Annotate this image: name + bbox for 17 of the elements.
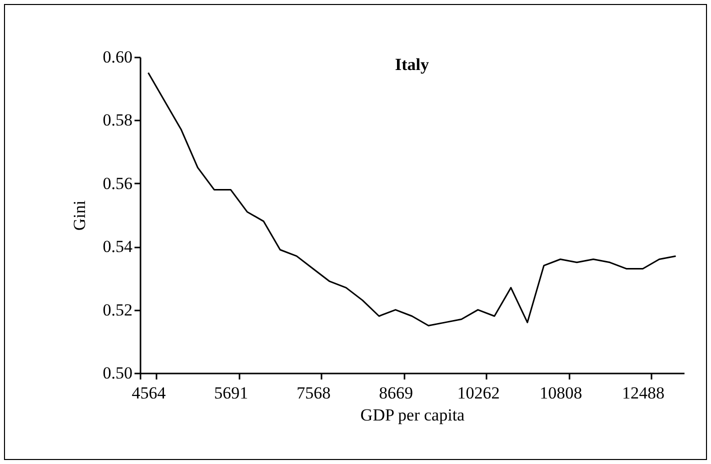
chart-title: Italy xyxy=(395,55,430,74)
x-tick-label: 4564 xyxy=(132,384,166,402)
y-tick-label: 0.52 xyxy=(102,300,132,320)
y-tick-label: 0.50 xyxy=(102,364,132,382)
x-axis-title: GDP per capita xyxy=(360,406,466,424)
x-tick-label: 7568 xyxy=(296,384,331,402)
y-axis-title: Gini xyxy=(70,200,89,231)
x-tick-label: 5691 xyxy=(214,384,248,402)
x-tick-label: 10808 xyxy=(540,384,582,402)
x-tick-label: 12488 xyxy=(622,384,665,402)
y-tick-label: 0.60 xyxy=(102,48,132,66)
y-tick-label: 0.54 xyxy=(102,237,133,256)
x-tick-label: 8669 xyxy=(379,384,414,402)
y-tick-label: 0.58 xyxy=(102,110,132,130)
y-tick-label: 0.56 xyxy=(102,174,132,193)
line-series xyxy=(147,72,677,326)
x-tick-label: 10262 xyxy=(457,384,500,402)
